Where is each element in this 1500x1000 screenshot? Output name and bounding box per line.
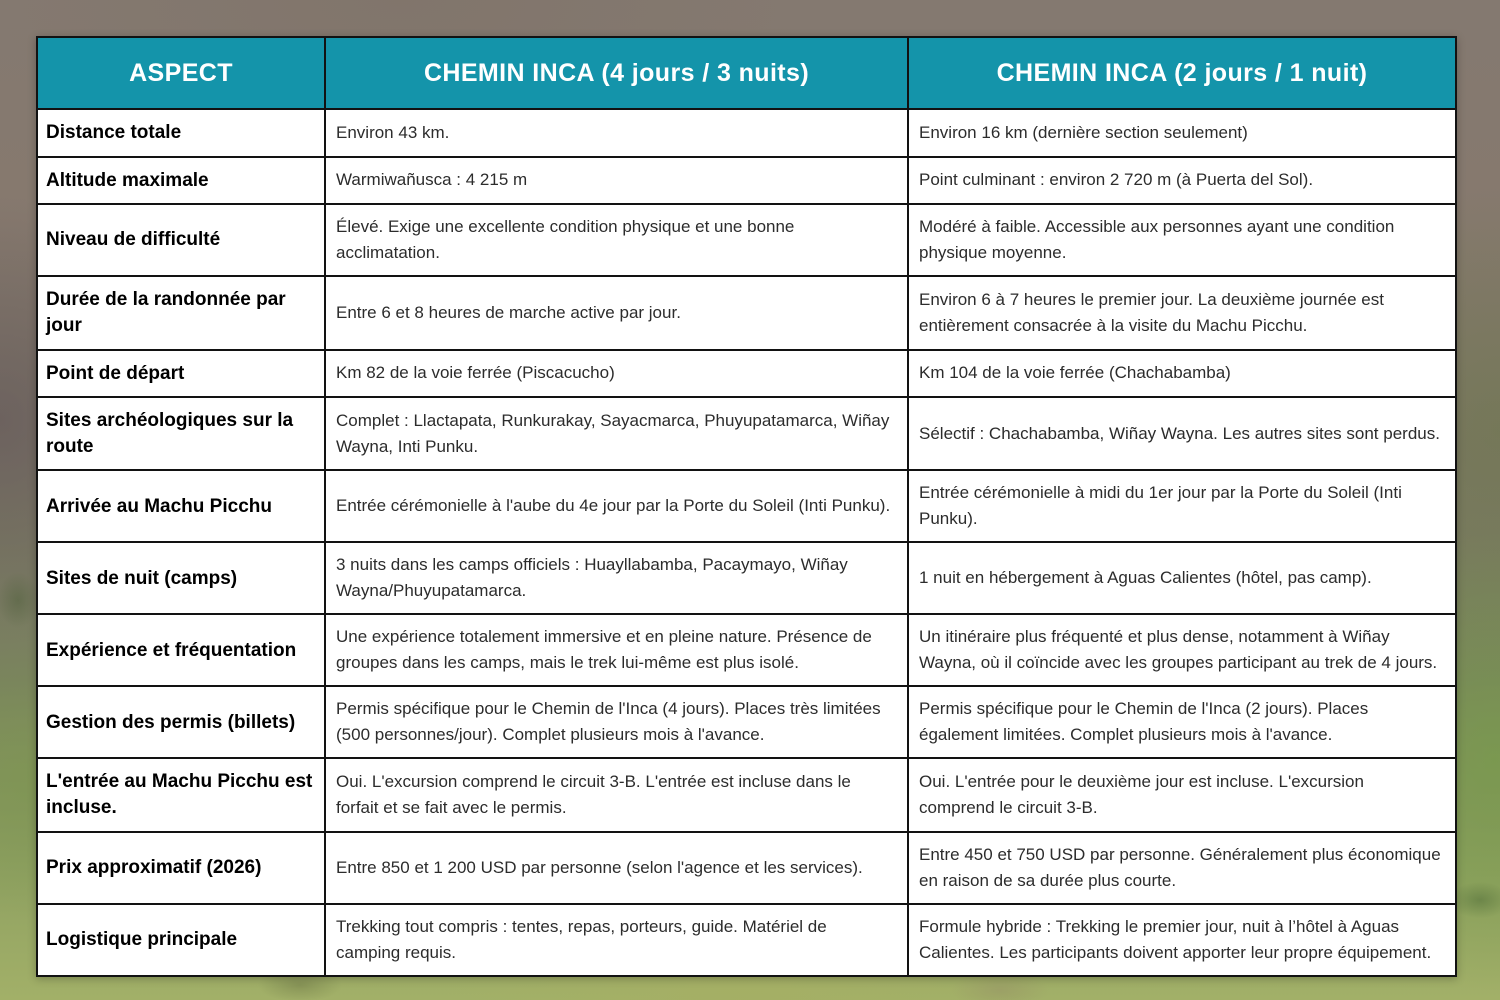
cell-inca-4-jours: Permis spécifique pour le Chemin de l'In… xyxy=(324,685,909,760)
cell-inca-4-jours: Oui. L'excursion comprend le circuit 3-B… xyxy=(324,757,909,833)
row-aspect-label: Durée de la randonnée par jour xyxy=(36,275,326,351)
table-body: Distance totale Environ 43 km. Environ 16 … xyxy=(36,108,1457,977)
cell-inca-2-jours: Un itinéraire plus fréquenté et plus den… xyxy=(907,613,1457,688)
table-row: Sites archéologiques sur la route Complet… xyxy=(36,396,1457,472)
table-header: ASPECT CHEMIN INCA (4 jours / 3 nuits) C… xyxy=(36,36,1457,110)
table-row: Niveau de difficulté Élevé. Exige une exc… xyxy=(36,203,1457,278)
cell-inca-4-jours: Warmiwañusca : 4 215 m xyxy=(324,155,909,206)
cell-inca-4-jours: Une expérience totalement immersive et e… xyxy=(324,613,909,688)
header-inca-2-jours: CHEMIN INCA (2 jours / 1 nuit) xyxy=(907,36,1457,110)
cell-inca-4-jours: Environ 43 km. xyxy=(324,108,909,158)
cell-inca-4-jours: 3 nuits dans les camps officiels : Huayl… xyxy=(324,541,909,616)
row-aspect-label: Prix approximatif (2026) xyxy=(36,830,326,905)
table-row: Point de départ Km 82 de la voie ferrée (… xyxy=(36,348,1457,399)
table-row: Sites de nuit (camps) 3 nuits dans les ca… xyxy=(36,541,1457,616)
cell-inca-2-jours: Permis spécifique pour le Chemin de l'In… xyxy=(907,685,1457,760)
cell-inca-4-jours: Entre 6 et 8 heures de marche active par… xyxy=(324,275,909,351)
row-aspect-label: Expérience et fréquentation xyxy=(36,613,326,688)
cell-inca-2-jours: Formule hybride : Trekking le premier jo… xyxy=(907,902,1457,977)
cell-inca-2-jours: Oui. L'entrée pour le deuxième jour est … xyxy=(907,757,1457,833)
table-row: Gestion des permis (billets) Permis spéci… xyxy=(36,685,1457,760)
row-aspect-label: Altitude maximale xyxy=(36,155,326,206)
table-row: Distance totale Environ 43 km. Environ 16 … xyxy=(36,108,1457,158)
cell-inca-2-jours: Environ 6 à 7 heures le premier jour. La… xyxy=(907,275,1457,351)
table-row: L'entrée au Machu Picchu est incluse. Oui… xyxy=(36,757,1457,833)
cell-inca-4-jours: Entre 850 et 1 200 USD par personne (sel… xyxy=(324,830,909,905)
cell-inca-4-jours: Élevé. Exige une excellente condition ph… xyxy=(324,203,909,278)
cell-inca-2-jours: Environ 16 km (dernière section seulemen… xyxy=(907,108,1457,158)
row-aspect-label: Sites archéologiques sur la route xyxy=(36,396,326,472)
table-row: Arrivée au Machu Picchu Entrée cérémoniel… xyxy=(36,469,1457,544)
cell-inca-2-jours: Entrée cérémonielle à midi du 1er jour p… xyxy=(907,469,1457,544)
cell-inca-2-jours: 1 nuit en hébergement à Aguas Calientes … xyxy=(907,541,1457,616)
table-row: Prix approximatif (2026) Entre 850 et 1 2… xyxy=(36,830,1457,905)
cell-inca-2-jours: Sélectif : Chachabamba, Wiñay Wayna. Les… xyxy=(907,396,1457,472)
row-aspect-label: Point de départ xyxy=(36,348,326,399)
row-aspect-label: Logistique principale xyxy=(36,902,326,977)
row-aspect-label: Arrivée au Machu Picchu xyxy=(36,469,326,544)
cell-inca-4-jours: Km 82 de la voie ferrée (Piscacucho) xyxy=(324,348,909,399)
header-aspect: ASPECT xyxy=(36,36,326,110)
comparison-table: ASPECT CHEMIN INCA (4 jours / 3 nuits) C… xyxy=(36,36,1457,977)
table-row: Durée de la randonnée par jour Entre 6 et… xyxy=(36,275,1457,351)
cell-inca-4-jours: Trekking tout compris : tentes, repas, p… xyxy=(324,902,909,977)
cell-inca-2-jours: Point culminant : environ 2 720 m (à Pue… xyxy=(907,155,1457,206)
row-aspect-label: Niveau de difficulté xyxy=(36,203,326,278)
header-row: ASPECT CHEMIN INCA (4 jours / 3 nuits) C… xyxy=(36,36,1457,110)
table-row: Logistique principale Trekking tout compr… xyxy=(36,902,1457,977)
cell-inca-4-jours: Complet : Llactapata, Runkurakay, Sayacm… xyxy=(324,396,909,472)
row-aspect-label: Gestion des permis (billets) xyxy=(36,685,326,760)
table-row: Expérience et fréquentation Une expérienc… xyxy=(36,613,1457,688)
cell-inca-4-jours: Entrée cérémonielle à l'aube du 4e jour … xyxy=(324,469,909,544)
cell-inca-2-jours: Km 104 de la voie ferrée (Chachabamba) xyxy=(907,348,1457,399)
row-aspect-label: Sites de nuit (camps) xyxy=(36,541,326,616)
cell-inca-2-jours: Modéré à faible. Accessible aux personne… xyxy=(907,203,1457,278)
cell-inca-2-jours: Entre 450 et 750 USD par personne. Génér… xyxy=(907,830,1457,905)
header-inca-4-jours: CHEMIN INCA (4 jours / 3 nuits) xyxy=(324,36,909,110)
row-aspect-label: L'entrée au Machu Picchu est incluse. xyxy=(36,757,326,833)
row-aspect-label: Distance totale xyxy=(36,108,326,158)
